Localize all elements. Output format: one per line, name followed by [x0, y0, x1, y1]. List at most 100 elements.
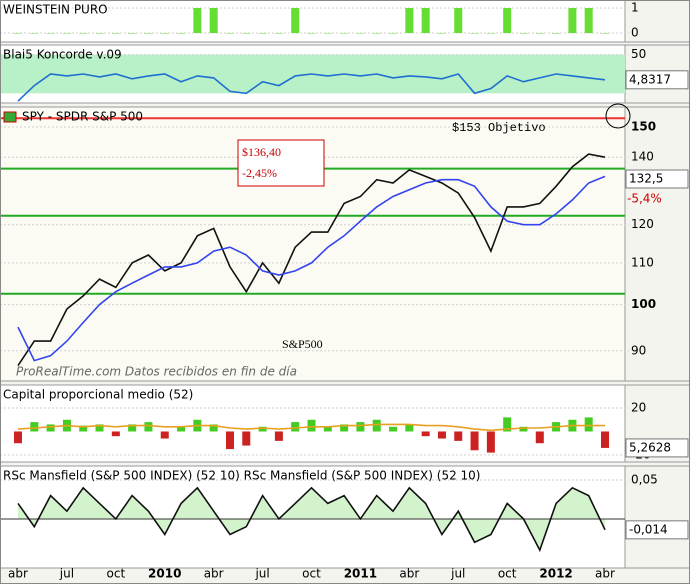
value-box [625, 70, 689, 90]
bar [62, 33, 71, 34]
x-tick-label: jul [450, 567, 465, 581]
target-circle [605, 103, 631, 129]
bar [601, 33, 609, 34]
value-box [625, 520, 689, 540]
bar [356, 33, 365, 34]
bar [405, 8, 414, 33]
last-value: 4,8317 [629, 72, 671, 86]
bar [258, 33, 267, 34]
series-line [17, 423, 605, 432]
bar [503, 8, 512, 33]
series-line [17, 73, 606, 102]
x-tick-label: abr [204, 567, 224, 581]
series-line [17, 175, 606, 362]
x-tick-label: abr [595, 567, 615, 581]
panel [0, 0, 626, 43]
bar [225, 431, 234, 450]
bar [225, 33, 234, 34]
x-tick-label: oct [107, 567, 126, 581]
series-line [17, 153, 606, 367]
y-tick-label: 100 [631, 297, 656, 311]
bar [14, 33, 22, 34]
bar [307, 419, 316, 432]
annotation: 132,5 [629, 172, 663, 186]
bar [421, 8, 430, 33]
y-tick-label: 20 [631, 401, 646, 415]
axis-panel [624, 0, 690, 43]
x-tick-label: jul [59, 567, 74, 581]
bar [486, 33, 495, 34]
bar [437, 431, 446, 439]
x-tick-label: 2012 [539, 567, 572, 581]
bar [519, 426, 528, 432]
bar [274, 431, 283, 441]
bar [258, 426, 267, 432]
value-box [625, 438, 689, 458]
bar [128, 424, 137, 432]
bar [274, 33, 283, 34]
annot-box [237, 139, 325, 187]
bar [503, 417, 512, 432]
bar [372, 419, 381, 432]
bar [46, 33, 55, 34]
bar [160, 33, 169, 34]
watermark: ProRealTime.com Datos recibidos en fin d… [16, 365, 297, 379]
panel-title: RSc Mansfield (S&P 500 INDEX) (52 10) RS… [3, 469, 481, 483]
bar [79, 425, 88, 432]
bar [552, 33, 561, 34]
bar [111, 431, 120, 437]
bar [405, 424, 414, 432]
bar [95, 424, 104, 432]
bar [177, 426, 186, 432]
annotation: S&P500 [282, 337, 323, 351]
x-tick-label: 2011 [344, 567, 377, 581]
bar [568, 8, 577, 33]
bar [242, 431, 251, 446]
x-tick-label: jul [254, 567, 269, 581]
y-tick-label: 90 [631, 343, 646, 357]
y-tick-label: 0 [631, 26, 639, 40]
bar [584, 8, 593, 33]
panel-title: Capital proporcional medio (52) [3, 388, 193, 402]
bar [95, 33, 104, 34]
last-value: -0,014 [629, 522, 668, 536]
bar [307, 33, 316, 34]
annotation: -5,4% [627, 192, 662, 206]
annotation: $136,40 [242, 145, 281, 159]
axis-panel [624, 465, 690, 569]
bar [291, 8, 300, 33]
series-line [17, 486, 606, 553]
annotation: $153 Objetivo [452, 121, 546, 135]
panel-title: Blai5 Koncorde v.09 [3, 48, 122, 62]
y-tick-label: 1 [631, 1, 639, 15]
x-tick-label: 2010 [148, 567, 181, 581]
bar [111, 33, 120, 34]
x-tick-label: oct [498, 567, 517, 581]
y-tick-label: 140 [631, 150, 654, 164]
bar [421, 431, 430, 437]
x-tick-label: abr [399, 567, 419, 581]
bar [470, 33, 479, 34]
bar [535, 33, 544, 34]
bar [372, 33, 381, 34]
bar [584, 417, 593, 432]
bar [389, 426, 398, 432]
bar [389, 33, 398, 34]
bar [128, 33, 137, 34]
bar [14, 431, 22, 444]
bar [160, 431, 169, 439]
x-tick-label: abr [8, 567, 28, 581]
bar [79, 33, 88, 34]
x-tick-label: oct [302, 567, 321, 581]
bar [486, 431, 495, 453]
bar [535, 431, 544, 444]
bar [242, 33, 251, 34]
panel-title: SPY - SPDR S&P 500 [22, 110, 143, 124]
bar [193, 8, 202, 33]
y-tick-label: 120 [631, 217, 654, 231]
last-value: 5,2628 [629, 440, 671, 454]
annotation: -2,45% [242, 166, 277, 180]
bar [30, 422, 39, 432]
bar [437, 33, 446, 34]
